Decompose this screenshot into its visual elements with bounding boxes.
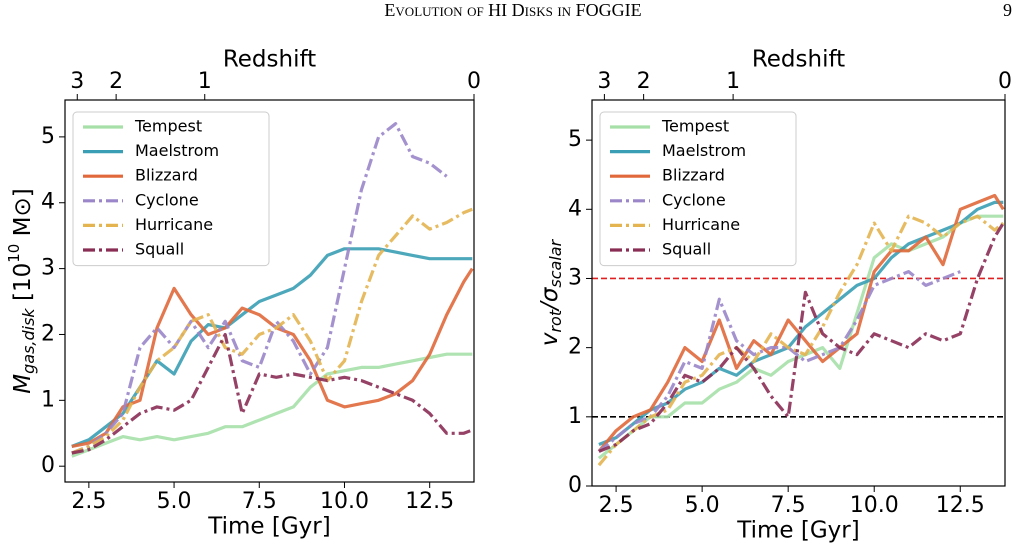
page-number: 9	[1003, 0, 1012, 20]
y-axis-label: Mgas,disk [1010 M⊙]	[5, 188, 38, 394]
x-tick-label: 7.5	[242, 489, 277, 514]
y-tick-label: 5	[41, 124, 55, 149]
legend-label: Hurricane	[135, 215, 213, 234]
x-tick-label: 2.5	[599, 493, 634, 518]
x-top-axis-label: Redshift	[223, 47, 316, 73]
x-top-tick-label: 0	[998, 69, 1012, 94]
y-label-part: 10	[5, 244, 23, 263]
x-axis-label: Time [Gyr]	[207, 514, 330, 540]
x-tick-label: 5.0	[685, 493, 720, 518]
y-tick-label: 3	[41, 256, 55, 281]
x-top-tick-label: 3	[70, 69, 84, 94]
y-tick-label: 4	[568, 196, 582, 221]
legend-label: Cyclone	[662, 190, 726, 209]
x-top-tick-label: 2	[637, 69, 651, 94]
legend-label: Tempest	[134, 117, 202, 136]
legend-label: Maelstrom	[662, 141, 746, 160]
legend-label: Hurricane	[662, 215, 740, 234]
series-line	[71, 352, 473, 458]
y-tick-label: 0	[41, 453, 55, 478]
x-axis-label: Time [Gyr]	[736, 518, 859, 544]
x-top-tick-label: 2	[109, 69, 123, 94]
x-tick-label: 5.0	[157, 489, 192, 514]
x-tick-label: 12.5	[405, 489, 454, 514]
y-label-part: /σ	[537, 286, 563, 312]
y-tick-label: 1	[41, 387, 55, 412]
y-tick-label: 4	[41, 190, 55, 215]
x-tick-label: 12.5	[936, 493, 985, 518]
x-top-tick-label: 0	[467, 69, 481, 94]
legend-label: Squall	[662, 240, 711, 259]
y-label-part: gas,disk	[19, 308, 38, 374]
legend-label: Tempest	[661, 117, 729, 136]
x-tick-label: 2.5	[71, 489, 106, 514]
series-line	[597, 270, 961, 453]
y-tick-label: 2	[41, 321, 55, 346]
y-tick-label: 1	[568, 404, 582, 429]
x-tick-label: 7.5	[771, 493, 806, 518]
series-line	[597, 214, 1005, 467]
y-tick-label: 0	[568, 473, 582, 498]
series-line	[597, 193, 1005, 453]
legend-label: Blizzard	[135, 166, 198, 185]
running-title: Evolution of HI Disks in FOGGIE	[384, 0, 641, 20]
y-label-part: [10	[10, 263, 36, 309]
y-label-part: v	[537, 332, 563, 346]
x-top-tick-label: 1	[198, 69, 212, 94]
x-tick-label: 10.0	[320, 489, 369, 514]
legend-label: Blizzard	[662, 166, 725, 185]
series-line	[598, 222, 1005, 453]
y-tick-label: 3	[568, 265, 582, 290]
y-axis-label: vrot/σscalar	[537, 238, 565, 346]
series-line	[71, 207, 473, 455]
x-top-axis-label: Redshift	[752, 47, 845, 73]
x-top-tick-label: 1	[726, 69, 740, 94]
y-label-part: rot	[546, 309, 565, 332]
series-line	[71, 332, 473, 455]
plot-frame	[64, 99, 475, 483]
y-tick-label: 5	[568, 127, 582, 152]
legend-label: Squall	[135, 240, 184, 259]
plot-frame	[591, 99, 1006, 487]
y-label-part: M⊙]	[10, 188, 36, 243]
x-top-tick-label: 3	[597, 69, 611, 94]
y-tick-label: 2	[568, 335, 582, 360]
legend-label: Cyclone	[135, 190, 199, 209]
legend-label: Maelstrom	[135, 141, 219, 160]
x-tick-label: 10.0	[850, 493, 899, 518]
y-label-part: scalar	[546, 238, 565, 287]
y-label-part: M	[10, 374, 36, 394]
chart: 0 1 2 3 4 5 2.5 5.0 7.5 10.0 12.5 3 2 1 0 Redshift Time …	[537, 47, 1013, 544]
